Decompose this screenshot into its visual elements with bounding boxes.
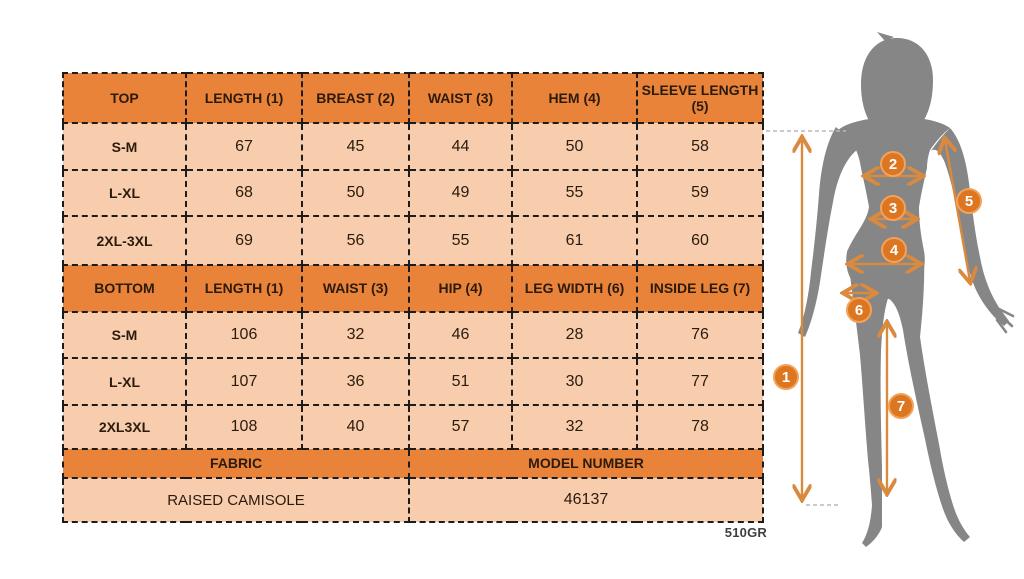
header-cell-bottom: BOTTOM xyxy=(62,264,187,313)
fabric-value-row: RAISED CAMISOLE 46137 xyxy=(62,477,764,523)
value-cell: 55 xyxy=(511,169,638,217)
value-cell: 55 xyxy=(408,215,513,266)
value-cell: 40 xyxy=(301,404,410,450)
measure-marker-4: 4 xyxy=(881,237,907,263)
top-row-lxl: L-XL 68 50 49 55 59 xyxy=(62,169,764,217)
size-label: 2XL-3XL xyxy=(62,215,187,266)
bottom-header-row: BOTTOM LENGTH (1) WAIST (3) HIP (4) LEG … xyxy=(62,264,764,313)
value-cell: 36 xyxy=(301,357,410,406)
value-cell: 107 xyxy=(185,357,303,406)
product-code: 510GR xyxy=(724,525,767,540)
value-cell: 60 xyxy=(636,215,764,266)
measure-marker-3: 3 xyxy=(880,195,906,221)
value-cell: 106 xyxy=(185,311,303,359)
value-cell: 67 xyxy=(185,122,303,171)
header-cell-waist: WAIST (3) xyxy=(408,72,513,124)
value-cell: 69 xyxy=(185,215,303,266)
value-cell: 46 xyxy=(408,311,513,359)
value-cell: 50 xyxy=(511,122,638,171)
value-cell: 30 xyxy=(511,357,638,406)
header-cell-leg-width: LEG WIDTH (6) xyxy=(511,264,638,313)
header-cell-top: TOP xyxy=(62,72,187,124)
fabric-header-row: FABRIC MODEL NUMBER xyxy=(62,448,764,479)
fabric-value: RAISED CAMISOLE xyxy=(62,477,410,523)
header-cell-model-number: MODEL NUMBER xyxy=(408,448,764,479)
header-cell-fabric: FABRIC xyxy=(62,448,410,479)
header-cell-length: LENGTH (1) xyxy=(185,264,303,313)
bottom-row-lxl: L-XL 107 36 51 30 77 xyxy=(62,357,764,406)
header-cell-inside-leg: INSIDE LEG (7) xyxy=(636,264,764,313)
size-label: S-M xyxy=(62,122,187,171)
header-cell-sleeve-length: SLEEVE LENGTH (5) xyxy=(636,72,764,124)
value-cell: 59 xyxy=(636,169,764,217)
model-number-value: 46137 xyxy=(408,477,764,523)
value-cell: 51 xyxy=(408,357,513,406)
value-cell: 32 xyxy=(511,404,638,450)
measure-marker-7: 7 xyxy=(888,393,914,419)
header-cell-breast: BREAST (2) xyxy=(301,72,410,124)
value-cell: 78 xyxy=(636,404,764,450)
value-cell: 32 xyxy=(301,311,410,359)
arrow-5-sleeve xyxy=(945,140,970,281)
size-label: L-XL xyxy=(62,169,187,217)
woman-silhouette xyxy=(798,32,1015,547)
value-cell: 68 xyxy=(185,169,303,217)
value-cell: 77 xyxy=(636,357,764,406)
top-header-row: TOP LENGTH (1) BREAST (2) WAIST (3) HEM … xyxy=(62,72,764,124)
value-cell: 44 xyxy=(408,122,513,171)
value-cell: 56 xyxy=(301,215,410,266)
value-cell: 28 xyxy=(511,311,638,359)
header-cell-hip: HIP (4) xyxy=(408,264,513,313)
value-cell: 50 xyxy=(301,169,410,217)
size-label: L-XL xyxy=(62,357,187,406)
bottom-row-sm: S-M 106 32 46 28 76 xyxy=(62,311,764,359)
measure-marker-6: 6 xyxy=(846,297,872,323)
value-cell: 49 xyxy=(408,169,513,217)
top-row-2xl3xl: 2XL-3XL 69 56 55 61 60 xyxy=(62,215,764,266)
measure-marker-5: 5 xyxy=(956,188,982,214)
value-cell: 61 xyxy=(511,215,638,266)
bottom-row-2xl3xl: 2XL3XL 108 40 57 32 78 xyxy=(62,404,764,450)
value-cell: 108 xyxy=(185,404,303,450)
size-chart-table: TOP LENGTH (1) BREAST (2) WAIST (3) HEM … xyxy=(62,72,764,523)
measure-marker-1: 1 xyxy=(773,364,799,390)
value-cell: 57 xyxy=(408,404,513,450)
top-row-sm: S-M 67 45 44 50 58 xyxy=(62,122,764,171)
header-cell-hem: HEM (4) xyxy=(511,72,638,124)
value-cell: 76 xyxy=(636,311,764,359)
header-cell-length: LENGTH (1) xyxy=(185,72,303,124)
value-cell: 58 xyxy=(636,122,764,171)
value-cell: 45 xyxy=(301,122,410,171)
size-label: 2XL3XL xyxy=(62,404,187,450)
header-cell-waist: WAIST (3) xyxy=(301,264,410,313)
measure-marker-2: 2 xyxy=(880,151,906,177)
size-label: S-M xyxy=(62,311,187,359)
